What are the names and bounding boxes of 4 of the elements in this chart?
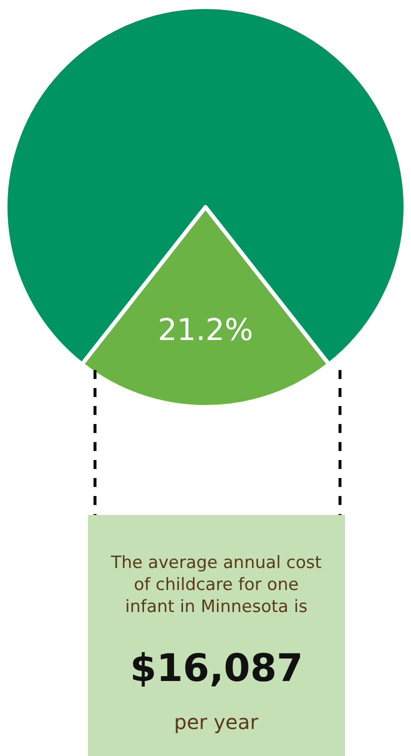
data-label: 21.2% <box>158 313 254 348</box>
text: $16,087 <box>130 646 304 690</box>
text: The average annual cost of childcare for one infant in Minnesota is <box>110 553 322 618</box>
text: per year <box>174 710 259 734</box>
